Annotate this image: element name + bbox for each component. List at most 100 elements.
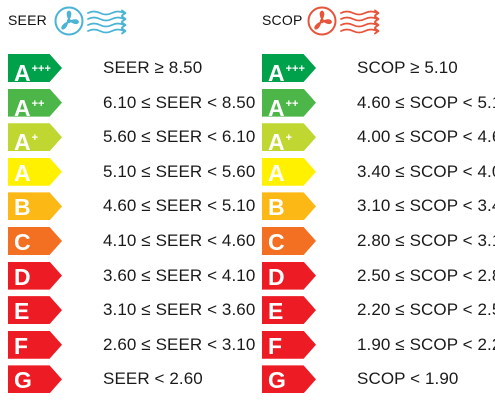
energy-class-letter: A <box>14 159 31 186</box>
energy-class-letter: F <box>14 332 29 359</box>
energy-class-label: A++ <box>268 90 299 121</box>
energy-class-letter: D <box>268 263 285 290</box>
scop-range-text: SCOP ≥ 5.10 <box>357 58 458 77</box>
energy-class-letter: A <box>14 94 31 121</box>
energy-class-letter: D <box>14 263 31 290</box>
seer-rating-row: E 3.10 ≤ SEER < 3.60 <box>8 294 255 329</box>
seer-rating-row: A 5.10 ≤ SEER < 5.60 <box>8 156 255 191</box>
energy-class-label: A+ <box>14 124 39 156</box>
scop-rating-row: A 3.40 ≤ SCOP < 4.00 <box>262 156 495 191</box>
seer-range-text: 4.60 ≤ SEER < 5.10 <box>103 196 256 216</box>
energy-class-badge: C <box>8 226 62 255</box>
energy-class-badge: A+++ <box>8 54 62 82</box>
scop-rating-row: B 3.10 ≤ SCOP < 3.40 <box>262 190 495 225</box>
seer-column: SEER A+++ SEER ≥ 8. <box>8 0 255 405</box>
energy-class-label: C <box>14 228 31 255</box>
scop-range-text: 2.20 ≤ SCOP < 2.50 <box>357 300 495 320</box>
energy-class-label: A+++ <box>268 55 305 86</box>
seer-range-text: 4.10 ≤ SEER < 4.60 <box>103 230 256 250</box>
energy-class-letter: C <box>14 228 31 255</box>
seer-rating-row: G SEER < 2.60 <box>8 363 248 398</box>
seer-rating-list: A+++ SEER ≥ 8.50 A++ 6.10 ≤ SEER < 8.50 A+ 5.… <box>8 52 255 398</box>
energy-class-badge: D <box>262 261 316 290</box>
seer-range-text: 6.10 ≤ SEER < 8.50 <box>103 92 256 112</box>
seer-range-text: SEER < 2.60 <box>103 369 203 389</box>
seer-rating-row: A++ 6.10 ≤ SEER < 8.50 <box>8 87 255 122</box>
energy-class-badge: B <box>8 192 62 221</box>
scop-rating-row: F 1.90 ≤ SCOP < 2.20 <box>262 329 495 364</box>
energy-class-badge: F <box>262 330 316 359</box>
seer-range-text: 5.10 ≤ SEER < 5.60 <box>103 161 256 181</box>
energy-class-plus: + <box>31 132 39 145</box>
energy-class-label: A <box>14 159 31 186</box>
energy-class-label: E <box>268 297 283 324</box>
scop-range-text: 4.00 ≤ SCOP < 4.60 <box>357 127 495 147</box>
scop-title: SCOP <box>262 12 303 28</box>
energy-class-plus: ++ <box>285 97 299 110</box>
energy-class-letter: A <box>14 60 31 86</box>
energy-class-plus: ++ <box>31 97 45 110</box>
energy-class-letter: F <box>268 332 283 359</box>
energy-class-letter: A <box>268 94 285 121</box>
seer-rating-row: A+ 5.60 ≤ SEER < 6.10 <box>8 121 255 156</box>
energy-class-label: B <box>14 193 31 221</box>
energy-class-label: C <box>268 228 285 255</box>
scop-rating-row: G SCOP < 1.90 <box>262 363 495 398</box>
seer-range-text: 5.60 ≤ SEER < 6.10 <box>103 127 256 147</box>
scop-range-text: 4.60 ≤ SCOP < 5.10 <box>357 92 495 112</box>
energy-class-badge: E <box>8 296 62 325</box>
energy-class-badge: F <box>8 330 62 359</box>
seer-rating-row: C 4.10 ≤ SEER < 4.60 <box>8 225 255 260</box>
energy-class-label: F <box>268 332 283 359</box>
seer-header: SEER <box>8 0 248 46</box>
energy-class-label: E <box>14 297 30 325</box>
seer-rating-row: A+++ SEER ≥ 8.50 <box>8 52 248 87</box>
scop-rating-row: A+++ SCOP ≥ 5.10 <box>262 52 495 87</box>
energy-class-letter: A <box>268 60 285 86</box>
scop-rating-row: D 2.50 ≤ SCOP < 2.80 <box>262 260 495 295</box>
scop-range-text: 3.10 ≤ SCOP < 3.40 <box>357 196 495 216</box>
scop-range-text: 2.50 ≤ SCOP < 2.80 <box>357 265 495 285</box>
fan-icon <box>54 6 84 36</box>
scop-header: SCOP <box>262 0 495 46</box>
energy-class-label: A+ <box>268 124 293 156</box>
energy-class-letter: A <box>268 159 285 186</box>
energy-class-badge: A++ <box>8 88 62 117</box>
heat-wave-icon <box>340 9 380 35</box>
scop-range-text: 2.80 ≤ SCOP < 3.10 <box>357 230 495 250</box>
scop-rating-row: A+4.00 ≤ SCOP < 4.60 <box>262 121 495 156</box>
energy-class-letter: B <box>268 194 285 221</box>
energy-class-badge: A <box>8 157 62 186</box>
energy-class-letter: A <box>14 129 31 156</box>
energy-class-label: D <box>14 263 31 290</box>
energy-class-label: A++ <box>14 90 45 121</box>
energy-class-letter: E <box>14 298 30 325</box>
energy-class-badge: C <box>262 226 316 255</box>
energy-class-label: A <box>268 159 285 186</box>
energy-class-letter: G <box>268 367 286 394</box>
energy-class-badge: A+ <box>262 123 316 152</box>
seer-range-text: 2.60 ≤ SEER < 3.10 <box>103 334 256 354</box>
energy-class-letter: C <box>268 228 285 255</box>
energy-class-letter: B <box>14 194 31 221</box>
energy-class-label: G <box>268 366 286 394</box>
energy-class-letter: A <box>268 129 285 156</box>
seer-title: SEER <box>8 12 47 28</box>
seer-range-text: 3.10 ≤ SEER < 3.60 <box>103 300 256 320</box>
scop-range-text: SCOP < 1.90 <box>357 369 459 389</box>
energy-class-letter: G <box>14 367 32 394</box>
energy-class-badge: B <box>262 192 316 221</box>
energy-class-badge: A <box>262 157 316 186</box>
wind-icon <box>87 9 127 35</box>
energy-class-badge: A++ <box>262 88 316 117</box>
scop-rating-row: A++ 4.60 ≤ SCOP < 5.10 <box>262 87 495 122</box>
seer-rating-row: D 3.60 ≤ SEER < 4.10 <box>8 260 255 295</box>
energy-class-badge: E <box>262 296 316 325</box>
energy-class-badge: A+++ <box>262 54 316 82</box>
energy-class-plus: +++ <box>285 63 305 75</box>
energy-class-plus: +++ <box>31 63 51 75</box>
energy-class-badge: A+ <box>8 123 62 152</box>
energy-class-label: B <box>268 193 285 221</box>
energy-class-plus: + <box>285 132 293 145</box>
scop-range-text: 1.90 ≤ SCOP < 2.20 <box>357 334 495 354</box>
